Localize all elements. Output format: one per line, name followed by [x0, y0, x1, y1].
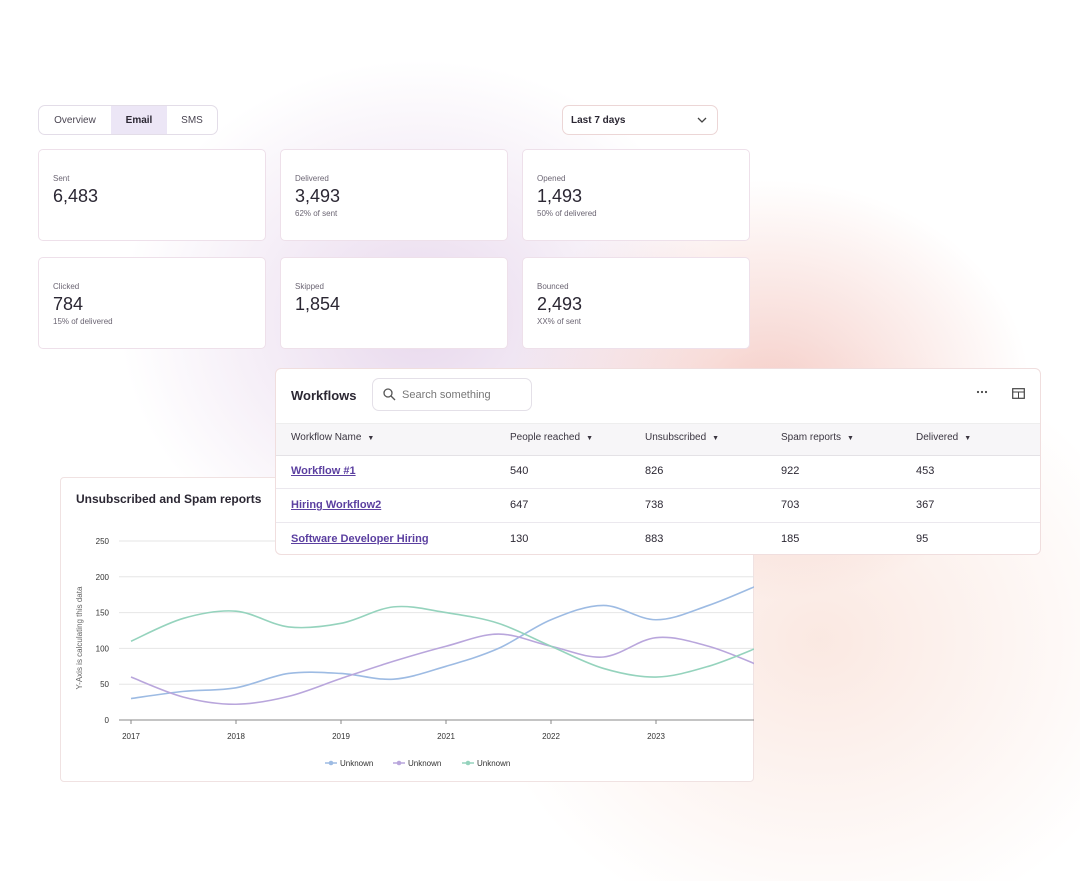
table-header [276, 423, 1040, 456]
y-axis-label: Y-Axis is calculating this data [75, 586, 84, 689]
table-cell: 367 [916, 499, 935, 511]
legend-label: Unknown [408, 759, 441, 768]
search-icon [383, 388, 396, 401]
tab[interactable]: SMS [181, 114, 203, 126]
column-header[interactable]: Unsubscribed ▼ [645, 432, 720, 443]
stat-card: Sent 6,483 [38, 149, 266, 241]
stat-label: Opened [537, 174, 566, 183]
table-cell: 453 [916, 465, 935, 477]
table-cell: 647 [510, 499, 529, 511]
y-tick-label: 250 [96, 537, 110, 546]
table-cell: 883 [645, 533, 664, 545]
chevron [697, 117, 707, 123]
sort-icon[interactable]: ▼ [367, 435, 375, 442]
stat-note: 62% of sent [295, 209, 338, 218]
y-tick-label: 50 [100, 680, 109, 689]
dropdown-label: Last 7 days [571, 115, 626, 126]
stat-note: 50% of delivered [537, 209, 597, 218]
workflow-link[interactable]: Workflow #1 [291, 465, 356, 477]
legend-dot [465, 760, 471, 766]
series-line [130, 605, 754, 678]
legend-label: Unknown [477, 759, 510, 768]
legend-dot [328, 760, 334, 766]
chart-title: Unsubscribed and Spam reports [76, 492, 262, 506]
series-line [130, 586, 754, 700]
stat-value: 2,493 [537, 294, 583, 314]
stat-card: Delivered 3,493 62% of sent [280, 149, 508, 241]
table-cell: 95 [916, 533, 929, 545]
table-cell: 826 [645, 465, 664, 477]
legend-label: Unknown [340, 759, 373, 768]
legend-item: Unknown [325, 759, 373, 768]
plot: 2017201820192021202220232 [119, 540, 754, 741]
row-divider [276, 522, 1040, 523]
table-cell: 130 [510, 533, 529, 545]
stat-card: Clicked 784 15% of delivered [38, 257, 266, 349]
legend-dot [396, 760, 402, 766]
stat-value: 6,483 [53, 186, 99, 206]
stat-label: Delivered [295, 174, 329, 183]
more-icon[interactable] [976, 389, 990, 395]
table-cell: 922 [781, 465, 800, 477]
panel-title: Workflows [291, 388, 357, 403]
y-tick-label: 100 [96, 644, 110, 653]
tab[interactable]: Overview [54, 114, 96, 126]
stat-value: 3,493 [295, 186, 341, 206]
row-divider [276, 488, 1040, 489]
stat-value: 1,493 [537, 186, 583, 206]
series-line [130, 633, 754, 706]
workflow-link[interactable]: Software Developer Hiring [291, 533, 429, 545]
stat-value: 784 [53, 294, 84, 314]
sort-icon[interactable]: ▼ [586, 435, 593, 442]
x-tick-label: 2021 [437, 732, 455, 741]
workflows-panel: Workflows Search something Workflow Name… [275, 368, 1041, 555]
stat-note: XX% of sent [537, 317, 582, 326]
workflow-link[interactable]: Hiring Workflow2 [291, 499, 382, 511]
tab-bar: Overview Email SMS [38, 105, 218, 135]
stat-label: Bounced [537, 282, 569, 291]
column-header[interactable]: Spam reports ▼ [781, 432, 854, 443]
y-tick-label: 150 [96, 609, 110, 618]
stat-value: 1,854 [295, 294, 341, 314]
search-placeholder: Search something [402, 389, 491, 401]
stat-label: Sent [53, 174, 70, 183]
x-tick-label: 2017 [122, 732, 140, 741]
x-tick-label: 2018 [227, 732, 245, 741]
tab-active[interactable]: Email [111, 106, 167, 134]
table-icon[interactable] [1012, 388, 1025, 399]
search-box[interactable]: Search something [372, 378, 532, 411]
stat-card: Opened 1,493 50% of delivered [522, 149, 750, 241]
table-cell: 185 [781, 533, 800, 545]
table-cell: 703 [781, 499, 800, 511]
x-tick-label: 2022 [542, 732, 560, 741]
table-cell: 540 [510, 465, 529, 477]
date-dropdown[interactable]: Last 7 days [562, 105, 718, 135]
stat-label: Clicked [53, 282, 80, 291]
sort-icon[interactable]: ▼ [712, 435, 720, 442]
stat-label: Skipped [295, 282, 324, 291]
sort-icon[interactable]: ▼ [847, 435, 854, 442]
sort-icon[interactable]: ▼ [964, 435, 972, 442]
stat-note: 15% of delivered [53, 317, 113, 326]
x-tick-label: 2019 [332, 732, 350, 741]
column-header[interactable]: People reached ▼ [510, 432, 593, 443]
legend-item: Unknown [462, 759, 510, 768]
stat-card: Bounced 2,493 XX% of sent [522, 257, 750, 349]
y-tick-label: 200 [96, 573, 110, 582]
table-cell: 738 [645, 499, 664, 511]
x-tick-label: 2023 [647, 732, 665, 741]
stat-card: Skipped 1,854 [280, 257, 508, 349]
y-tick-label: 0 [105, 716, 110, 725]
legend-item: Unknown [393, 759, 441, 768]
column-header[interactable]: Delivered ▼ [916, 432, 972, 443]
column-header[interactable]: Workflow Name ▼ [291, 432, 375, 443]
chart: Unsubscribed and Spam reports Y-Axis is … [75, 492, 754, 768]
